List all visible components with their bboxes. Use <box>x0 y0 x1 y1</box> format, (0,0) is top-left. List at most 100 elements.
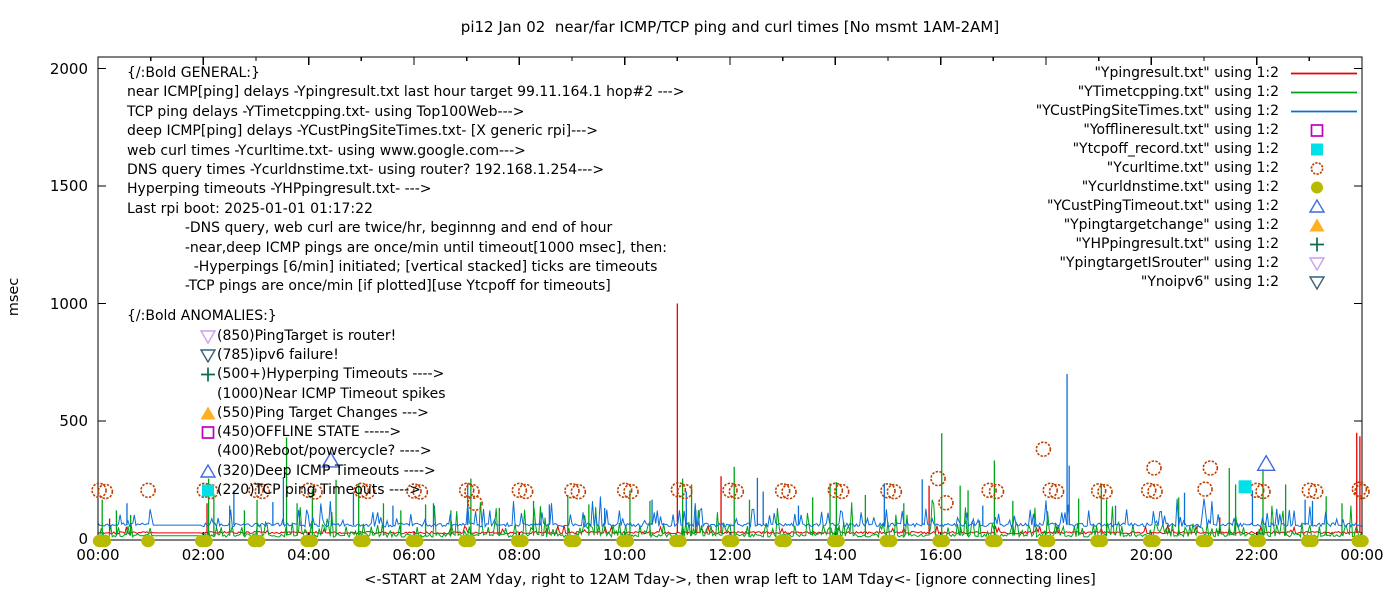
legend-item: "Ycurldnstime.txt" using 1:2 <box>880 178 1362 197</box>
general-annotation-line: Hyperping timeouts -YHPpingresult.txt- -… <box>127 181 432 198</box>
deep-icmp-timeout-marker <box>321 451 341 468</box>
curl-time-marker <box>1090 482 1107 499</box>
general-annotation-line: -DNS query, web curl are twice/hr, begin… <box>127 220 613 237</box>
curl-time-marker <box>1097 483 1113 500</box>
anomalies-header: {/:Bold ANOMALIES:} <box>127 308 277 324</box>
curl-time-marker <box>307 484 323 500</box>
curl-time-marker <box>570 483 587 500</box>
filled-square-icon <box>200 482 217 498</box>
x-tick-label: 10:00 <box>603 546 647 564</box>
dns-time-marker <box>357 534 371 548</box>
curl-time-marker <box>781 483 797 500</box>
legend-marker-sample <box>1287 159 1362 178</box>
general-annotation-line: -TCP pings are once/min [if plotted][use… <box>127 278 611 295</box>
x-tick-label: 06:00 <box>392 546 436 564</box>
curl-time-marker <box>406 483 422 499</box>
anomaly-marker-spacer <box>200 386 217 402</box>
series-YTimetcpping.txt <box>98 499 1362 539</box>
legend-label: "YTimetcpping.txt" using 1:2 <box>1077 84 1279 100</box>
curl-time-marker <box>930 470 946 487</box>
dns-time-marker <box>251 534 266 548</box>
anomaly-text: (500+)Hyperping Timeouts ----> <box>217 366 445 383</box>
dns-time-marker <box>567 534 582 548</box>
x-tick-label: 00:00 <box>1340 546 1384 564</box>
dns-time-marker <box>1305 534 1319 548</box>
legend-label: "Ynoipv6" using 1:2 <box>1140 274 1279 290</box>
anomaly-item: (1000)Near ICMP Timeout spikes <box>200 384 446 403</box>
legend-marker-sample <box>1287 178 1362 197</box>
curl-time-marker <box>467 495 483 512</box>
legend-marker-sample <box>1287 121 1362 140</box>
curl-time-marker <box>774 482 791 499</box>
curl-time-marker <box>254 483 271 500</box>
y-axis-label: msec <box>6 277 22 317</box>
curl-time-marker <box>880 482 896 499</box>
x-tick-label: 20:00 <box>1129 546 1173 564</box>
curl-time-marker <box>988 483 1005 500</box>
legend-item: "YCustPingTimeout.txt" using 1:2 <box>880 197 1362 216</box>
dns-time-marker <box>1355 534 1369 548</box>
curl-time-marker <box>886 483 903 500</box>
curl-time-marker <box>981 482 997 499</box>
legend-line-sample <box>1287 102 1362 121</box>
legend-marker-sample <box>1287 254 1362 273</box>
general-annotation-line: -near,deep ICMP pings are once/min until… <box>127 239 667 256</box>
general-annotation-line: DNS query times -Ycurldnstime.txt- using… <box>127 162 605 179</box>
anomaly-item: (500+)Hyperping Timeouts ----> <box>200 365 446 384</box>
curl-time-marker <box>1202 460 1219 476</box>
curl-time-marker <box>670 482 687 498</box>
curl-time-marker <box>97 483 114 500</box>
dns-time-marker <box>141 534 155 548</box>
curl-time-marker <box>517 483 534 500</box>
general-annotation-line: web curl times -Ycurltime.txt- using www… <box>127 142 526 159</box>
x-tick-label: 12:00 <box>708 546 752 564</box>
x-tick-label: 00:00 <box>76 546 120 564</box>
plus-icon <box>200 366 217 382</box>
legend-line-sample <box>1287 64 1362 83</box>
y-tick-label: 500 <box>59 412 88 430</box>
y-tick-label: 2000 <box>49 59 88 78</box>
legend-label: "Ycurltime.txt" using 1:2 <box>1106 160 1279 176</box>
curl-time-marker <box>300 482 317 499</box>
anomaly-item: (320)Deep ICMP Timeouts ----> <box>199 461 446 480</box>
curl-time-marker <box>91 482 107 499</box>
curl-time-marker <box>722 482 738 499</box>
general-annotation-line: deep ICMP[ping] delays -YCustPingSiteTim… <box>127 123 598 140</box>
dns-time-marker <box>462 534 477 548</box>
curl-time-marker <box>1147 483 1163 500</box>
anomaly-text: (785)ipv6 failure! <box>217 346 339 363</box>
open-down-triangle-icon <box>199 347 217 364</box>
legend-label: "YCustPingTimeout.txt" using 1:2 <box>1046 198 1279 214</box>
chart-title: pi12 Jan 02 near/far ICMP/TCP ping and c… <box>460 18 1000 36</box>
line-series <box>98 303 1362 539</box>
x-tick-label: 22:00 <box>1235 546 1279 564</box>
dns-time-marker <box>1094 534 1109 548</box>
anomaly-text: (550)Ping Target Changes ---> <box>217 404 429 421</box>
x-tick-label: 08:00 <box>497 546 541 564</box>
anomalies-list: (850)PingTarget is router! (785)ipv6 fail… <box>199 326 446 500</box>
anomaly-item: (785)ipv6 failure! <box>199 345 446 364</box>
curl-time-marker <box>827 482 844 499</box>
dns-time-marker <box>97 534 112 548</box>
x-axis-label: <-START at 2AM Yday, right to 12AM Tday-… <box>364 572 1096 588</box>
dns-time-marker <box>831 534 845 548</box>
curl-time-marker <box>564 482 580 499</box>
legend-label: "YpingtargetISrouter" using 1:2 <box>1059 255 1279 271</box>
open-down-triangle-icon <box>199 328 217 345</box>
legend-item: "Ypingtargetchange" using 1:2 <box>880 216 1362 235</box>
anomaly-text: (1000)Near ICMP Timeout spikes <box>217 385 446 402</box>
anomaly-text: (450)OFFLINE STATE -----> <box>217 424 402 441</box>
curl-time-marker <box>938 494 954 511</box>
curl-time-marker <box>623 483 639 500</box>
dns-time-marker <box>199 534 213 548</box>
anomaly-item: (450)OFFLINE STATE -----> <box>200 422 446 441</box>
dns-time-marker <box>1147 534 1161 548</box>
anomaly-item: (220)TCP ping Timeouts ----> <box>200 480 446 499</box>
legend-item: "Yofflineresult.txt" using 1:2 <box>880 121 1362 140</box>
legend-item: "YHPpingresult.txt" using 1:2 <box>880 235 1362 254</box>
series-YCustPingSiteTimes.txt <box>98 496 1362 529</box>
curl-time-marker <box>833 483 850 500</box>
curl-time-marker <box>248 482 264 499</box>
legend-label: "Yofflineresult.txt" using 1:2 <box>1083 122 1279 138</box>
deep-icmp-timeout-marker <box>1256 454 1276 471</box>
